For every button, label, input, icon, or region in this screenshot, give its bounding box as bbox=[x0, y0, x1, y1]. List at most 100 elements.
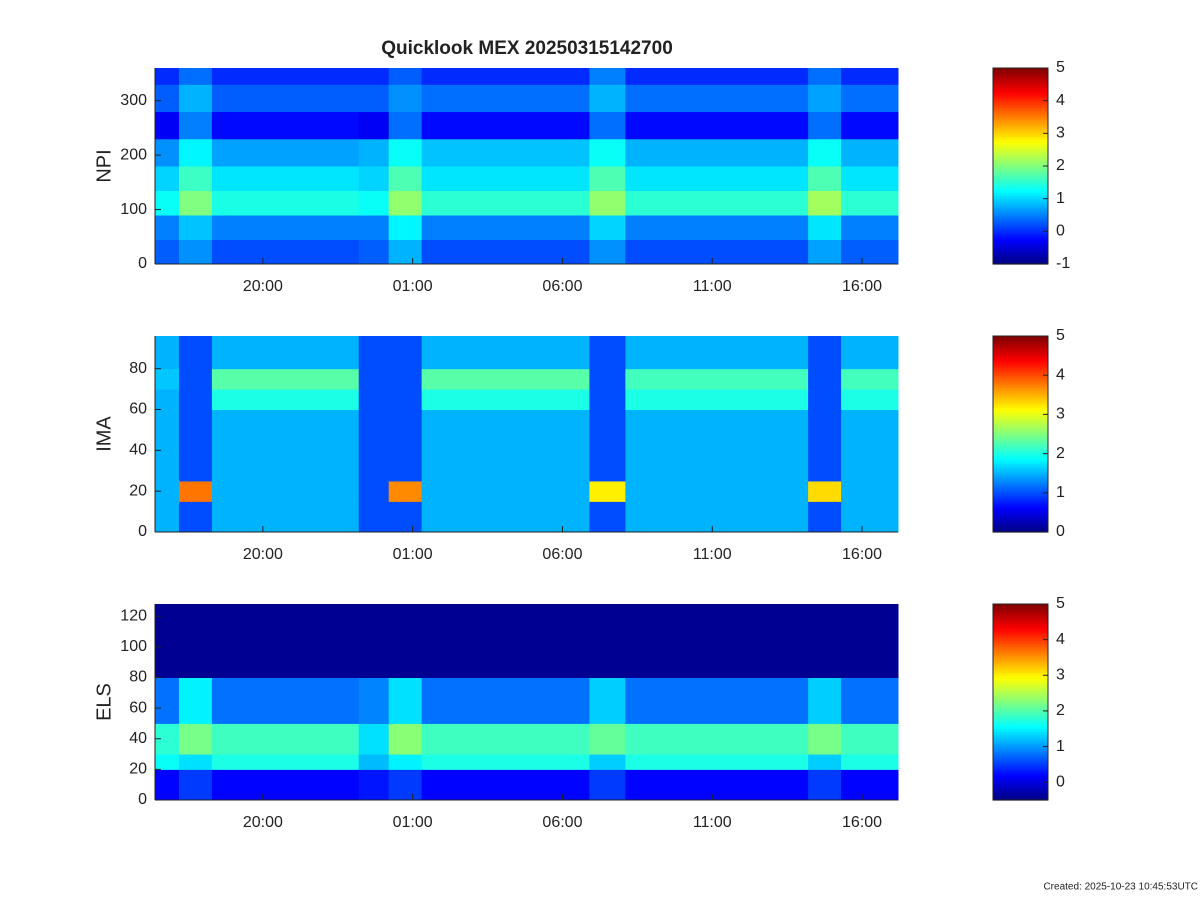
colorbar-swatch bbox=[993, 436, 1048, 440]
colorbar-swatch bbox=[993, 102, 1048, 106]
colorbar-swatch bbox=[993, 502, 1048, 506]
heatmap-cell bbox=[841, 389, 899, 410]
heatmap-cell bbox=[155, 336, 180, 370]
heatmap-cell bbox=[388, 84, 423, 113]
colorbar-swatch bbox=[993, 618, 1048, 622]
x-tick-label: 11:00 bbox=[693, 278, 732, 295]
colorbar-swatch bbox=[993, 188, 1048, 192]
colorbar-swatch bbox=[993, 75, 1048, 79]
colorbar-swatch bbox=[993, 397, 1048, 401]
colorbar-tick-label: 5 bbox=[1056, 595, 1065, 612]
colorbar-swatch bbox=[993, 377, 1048, 381]
colorbar-swatch bbox=[993, 202, 1048, 206]
colorbar-swatch bbox=[993, 726, 1048, 730]
heatmap-cell bbox=[625, 754, 809, 770]
colorbar-swatch bbox=[993, 773, 1048, 777]
heatmap-cell bbox=[841, 138, 899, 167]
heatmap-cell bbox=[808, 501, 842, 533]
y-tick-label: 20 bbox=[129, 761, 147, 778]
colorbar-swatch bbox=[993, 256, 1048, 260]
colorbar-swatch bbox=[993, 677, 1048, 681]
colorbar-swatch bbox=[993, 667, 1048, 671]
heatmap-cell bbox=[388, 677, 423, 724]
colorbar-tick-label: 0 bbox=[1056, 223, 1065, 240]
colorbar-swatch bbox=[993, 492, 1048, 496]
colorbar-swatch bbox=[993, 419, 1048, 423]
colorbar-swatch bbox=[993, 645, 1048, 649]
colorbar-swatch bbox=[993, 370, 1048, 374]
y-tick-label: 120 bbox=[120, 607, 147, 624]
colorbar-swatch bbox=[993, 117, 1048, 121]
heatmap-cell bbox=[178, 239, 213, 265]
colorbar-swatch bbox=[993, 512, 1048, 516]
colorbar-swatch bbox=[993, 190, 1048, 194]
heatmap-cell bbox=[421, 769, 590, 801]
colorbar-swatch bbox=[993, 431, 1048, 435]
colorbar-frame bbox=[992, 335, 1049, 533]
colorbar-swatch bbox=[993, 655, 1048, 659]
colorbar-tick-label: 3 bbox=[1056, 406, 1065, 423]
heatmap-cell bbox=[808, 754, 842, 770]
heatmap-cell bbox=[841, 677, 899, 724]
colorbar-swatch bbox=[993, 414, 1048, 418]
y-tick-label: 80 bbox=[129, 360, 147, 377]
heatmap-cell bbox=[841, 239, 899, 265]
colorbar-swatch bbox=[993, 394, 1048, 398]
colorbar-swatch bbox=[993, 148, 1048, 152]
heatmap-cell bbox=[155, 166, 180, 191]
heatmap-cell bbox=[178, 368, 213, 390]
heatmap-cell bbox=[841, 111, 899, 140]
colorbar-swatch bbox=[993, 249, 1048, 253]
colorbar-swatch bbox=[993, 692, 1048, 696]
heatmap-cell bbox=[358, 368, 390, 390]
footer: Created: 2025-10-23 10:45:53UTC bbox=[1043, 882, 1198, 893]
colorbar-swatch bbox=[993, 85, 1048, 89]
colorbar-swatch bbox=[993, 608, 1048, 612]
heatmap-cell bbox=[178, 604, 213, 678]
colorbar-swatch bbox=[993, 760, 1048, 764]
heatmap-cell bbox=[388, 190, 423, 216]
y-tick-label: 0 bbox=[138, 523, 147, 540]
colorbar-swatch bbox=[993, 675, 1048, 679]
heatmap-cell bbox=[808, 68, 842, 85]
colorbar-swatch bbox=[993, 478, 1048, 482]
heatmap-cell bbox=[589, 389, 626, 410]
colorbar-swatch bbox=[993, 638, 1048, 642]
heatmap-cell bbox=[388, 111, 423, 140]
colorbar-swatch bbox=[993, 711, 1048, 715]
heatmap-cell bbox=[178, 754, 213, 770]
heatmap-cell bbox=[841, 501, 899, 533]
colorbar-swatch bbox=[993, 731, 1048, 735]
heatmap-cell bbox=[178, 84, 213, 113]
colorbar-swatch bbox=[993, 139, 1048, 143]
colorbar-swatch bbox=[993, 119, 1048, 123]
heatmap-cell bbox=[625, 68, 809, 85]
colorbar-swatch bbox=[993, 616, 1048, 620]
heatmap-cell bbox=[211, 409, 360, 482]
heatmap-cell bbox=[178, 723, 213, 755]
heatmap-cell bbox=[808, 166, 842, 191]
colorbar-swatch bbox=[993, 524, 1048, 528]
colorbar-swatch bbox=[993, 490, 1048, 494]
heatmap-cell bbox=[211, 677, 360, 724]
heatmap-cell bbox=[625, 190, 809, 216]
heatmap-cell bbox=[808, 239, 842, 265]
heatmap-cell bbox=[841, 409, 899, 482]
heatmap-cell bbox=[841, 68, 899, 85]
colorbar-swatch bbox=[993, 604, 1048, 608]
heatmap-cell bbox=[808, 389, 842, 410]
colorbar-swatch bbox=[993, 721, 1048, 725]
x-tick-label: 11:00 bbox=[693, 814, 732, 831]
colorbar-swatch bbox=[993, 416, 1048, 420]
heatmap-cell bbox=[421, 190, 590, 216]
heatmap-cell bbox=[388, 501, 423, 533]
colorbar-swatch bbox=[993, 109, 1048, 113]
colorbar-swatch bbox=[993, 192, 1048, 196]
heatmap-cell bbox=[211, 754, 360, 770]
colorbar-swatch bbox=[993, 606, 1048, 610]
colorbar-swatch bbox=[993, 200, 1048, 204]
heatmap-cell bbox=[178, 336, 213, 370]
colorbar-swatch bbox=[993, 217, 1048, 221]
colorbar-swatch bbox=[993, 254, 1048, 258]
heatmap-cell bbox=[358, 84, 390, 113]
